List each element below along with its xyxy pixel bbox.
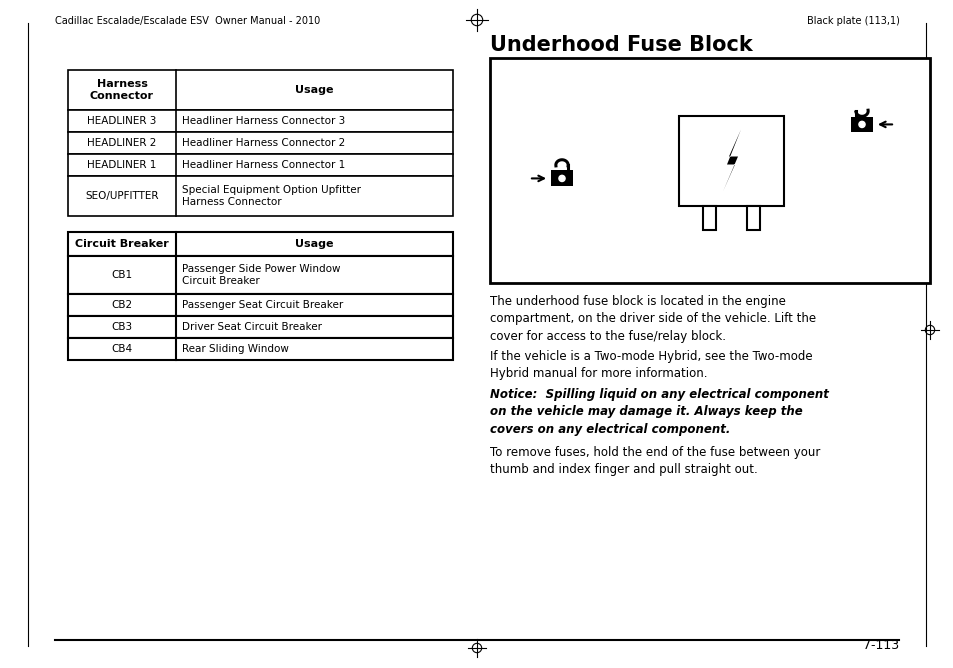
Text: Usage: Usage: [294, 239, 334, 249]
Text: CB3: CB3: [112, 322, 132, 332]
Text: Underhood Fuse Block: Underhood Fuse Block: [490, 35, 752, 55]
Bar: [490, 58, 929, 283]
Text: Harness
Connector: Harness Connector: [90, 79, 153, 101]
Bar: [68, 232, 453, 256]
Bar: [679, 116, 783, 206]
Text: HEADLINER 3: HEADLINER 3: [88, 116, 156, 126]
Text: SEO/UPFITTER: SEO/UPFITTER: [85, 191, 158, 201]
Bar: [68, 154, 453, 176]
Text: If the vehicle is a Two-mode Hybrid, see the Two-mode
Hybrid manual for more inf: If the vehicle is a Two-mode Hybrid, see…: [490, 350, 812, 381]
Bar: [68, 294, 453, 316]
Text: Special Equipment Option Upfitter
Harness Connector: Special Equipment Option Upfitter Harnes…: [182, 184, 360, 207]
Text: Driver Seat Circuit Breaker: Driver Seat Circuit Breaker: [182, 322, 322, 332]
Bar: [68, 338, 453, 360]
Bar: [850, 116, 872, 132]
Text: Circuit Breaker: Circuit Breaker: [75, 239, 169, 249]
Polygon shape: [722, 130, 740, 192]
Text: Headliner Harness Connector 1: Headliner Harness Connector 1: [182, 160, 345, 170]
Text: Usage: Usage: [294, 85, 334, 95]
Text: Headliner Harness Connector 2: Headliner Harness Connector 2: [182, 138, 345, 148]
Text: Passenger Seat Circuit Breaker: Passenger Seat Circuit Breaker: [182, 300, 343, 310]
Text: Black plate (113,1): Black plate (113,1): [806, 16, 899, 26]
Bar: [702, 206, 716, 230]
Text: CB2: CB2: [112, 300, 132, 310]
Bar: [551, 170, 573, 186]
Circle shape: [558, 175, 564, 182]
Text: Headliner Harness Connector 3: Headliner Harness Connector 3: [182, 116, 345, 126]
Bar: [68, 176, 453, 216]
Text: CB1: CB1: [112, 270, 132, 280]
Text: Notice:  Spilling liquid on any electrical component
on the vehicle may damage i: Notice: Spilling liquid on any electrica…: [490, 388, 828, 436]
Text: 7-113: 7-113: [862, 639, 898, 652]
Bar: [68, 256, 453, 294]
Text: Rear Sliding Window: Rear Sliding Window: [182, 344, 289, 354]
Bar: [68, 70, 453, 110]
Text: To remove fuses, hold the end of the fuse between your
thumb and index finger an: To remove fuses, hold the end of the fus…: [490, 446, 820, 476]
Text: HEADLINER 1: HEADLINER 1: [88, 160, 156, 170]
Text: Cadillac Escalade/Escalade ESV  Owner Manual - 2010: Cadillac Escalade/Escalade ESV Owner Man…: [55, 16, 320, 26]
Bar: [68, 316, 453, 338]
Bar: [68, 132, 453, 154]
Text: The underhood fuse block is located in the engine
compartment, on the driver sid: The underhood fuse block is located in t…: [490, 295, 815, 343]
Circle shape: [858, 122, 864, 128]
Bar: [68, 110, 453, 132]
Text: CB4: CB4: [112, 344, 132, 354]
Text: HEADLINER 2: HEADLINER 2: [88, 138, 156, 148]
Bar: [747, 206, 760, 230]
Text: Passenger Side Power Window
Circuit Breaker: Passenger Side Power Window Circuit Brea…: [182, 264, 340, 287]
